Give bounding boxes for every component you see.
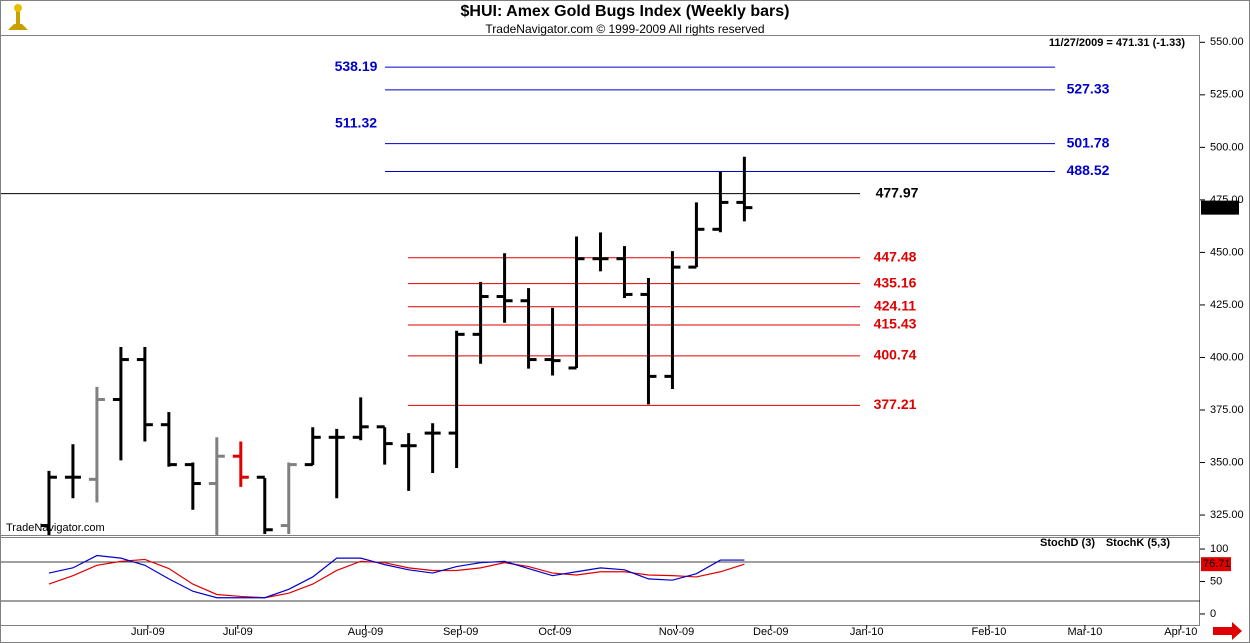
logo <box>8 4 28 30</box>
legend-entry: StochK (5,3) <box>1106 537 1171 549</box>
level-label: 415.43 <box>874 316 917 332</box>
scroll-arrow[interactable] <box>1213 622 1242 640</box>
y-tick-label: 450.00 <box>1210 246 1244 258</box>
y-tick-label: 375.00 <box>1210 404 1244 416</box>
last-price-box <box>1201 200 1239 215</box>
stoch-tick-label: 0 <box>1210 608 1216 620</box>
level-label: 501.78 <box>1067 134 1110 150</box>
level-label: 477.97 <box>876 184 919 200</box>
x-tick-label: Jul-09 <box>223 626 253 638</box>
price-panel <box>0 35 1200 536</box>
x-tick-label: Feb-10 <box>972 626 1007 638</box>
stoch-line <box>48 558 745 599</box>
legend-entry: StochD (3) <box>1040 537 1095 549</box>
x-tick-label: Dec-09 <box>753 626 788 638</box>
y-tick-label: 350.00 <box>1210 456 1244 468</box>
level-label: 377.21 <box>874 396 917 412</box>
last-price-label: 471.31 <box>1203 202 1237 214</box>
stoch-last-box <box>1201 557 1231 572</box>
x-tick-label: Nov-09 <box>659 626 694 638</box>
stoch-panel <box>0 537 1200 626</box>
y-tick-label: 400.00 <box>1210 351 1244 363</box>
y-tick-label: 425.00 <box>1210 299 1244 311</box>
chart-subtitle: TradeNavigator.com © 1999-2009 All right… <box>485 22 764 36</box>
stoch-line <box>48 554 745 599</box>
level-label: 488.52 <box>1067 162 1110 178</box>
chart-title: $HUI: Amex Gold Bugs Index (Weekly bars) <box>461 3 790 20</box>
level-label: 447.48 <box>874 248 917 264</box>
level-label: 538.19 <box>335 58 378 74</box>
x-tick-label: Oct-09 <box>538 626 571 638</box>
watermark: TradeNavigator.com <box>6 522 105 534</box>
x-tick-label: Apr-10 <box>1164 626 1197 638</box>
x-tick-label: Jun-09 <box>131 626 165 638</box>
y-tick-label: 325.00 <box>1210 509 1244 521</box>
x-tick-label: Sep-09 <box>443 626 478 638</box>
stoch-last-label: 76.71 <box>1203 558 1231 570</box>
level-label: 400.74 <box>874 347 917 363</box>
level-label: 527.33 <box>1067 81 1110 97</box>
x-tick-label: Jan-10 <box>850 626 884 638</box>
x-tick-label: Aug-09 <box>348 626 383 638</box>
level-label: 424.11 <box>874 298 916 314</box>
y-tick-label: 550.00 <box>1210 36 1244 48</box>
level-label: 435.16 <box>874 274 917 290</box>
stoch-tick-label: 50 <box>1210 575 1222 587</box>
level-label: 511.32 <box>335 114 377 130</box>
last-bar-note: 11/27/2009 = 471.31 (-1.33) <box>1049 37 1185 49</box>
stoch-tick-label: 100 <box>1210 543 1228 555</box>
y-tick-label: 525.00 <box>1210 89 1244 101</box>
x-tick-label: Mar-10 <box>1067 626 1102 638</box>
y-tick-label: 500.00 <box>1210 141 1244 153</box>
